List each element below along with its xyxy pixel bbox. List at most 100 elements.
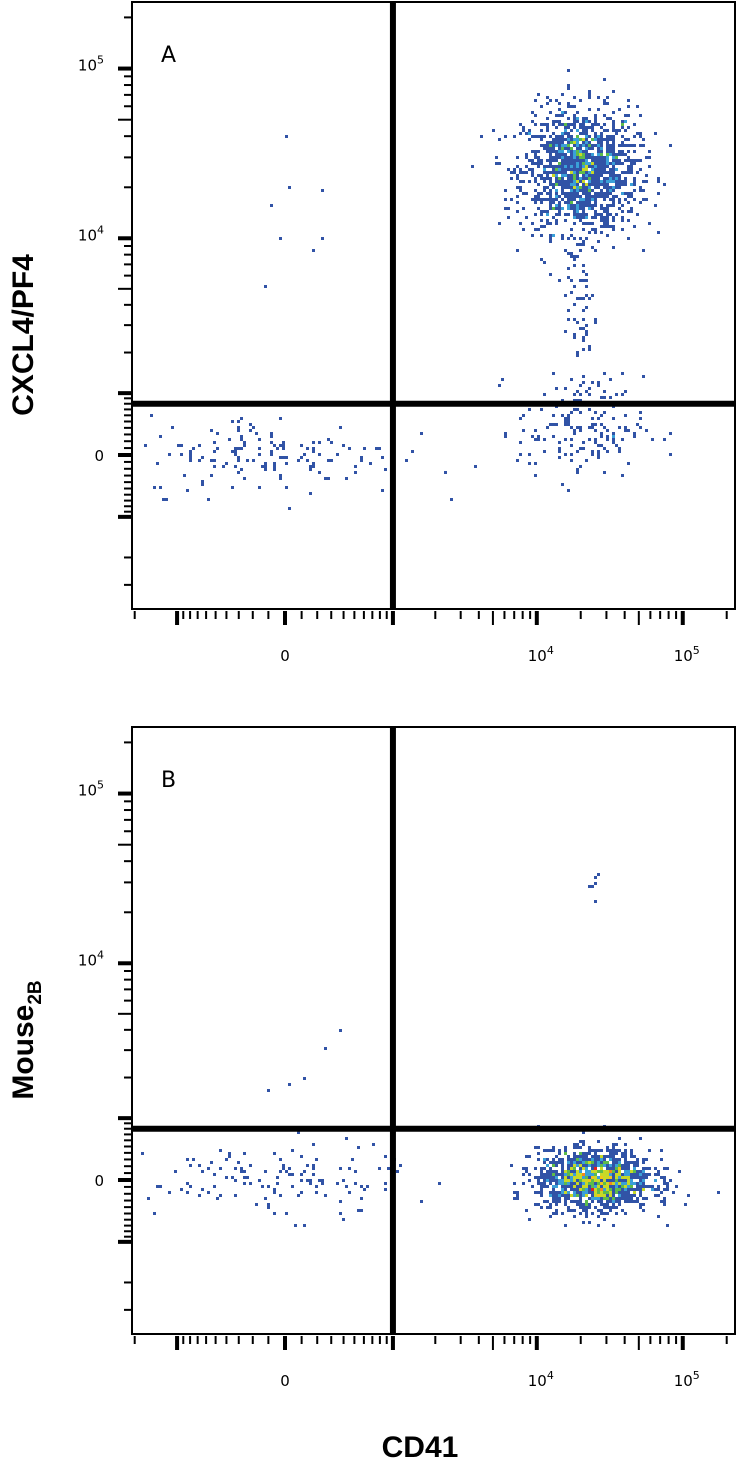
event-bin — [555, 1203, 558, 1206]
event-bin — [360, 1209, 363, 1212]
y-axis-title-a: CXCL4/PF4 — [7, 254, 40, 416]
x-tick-label: 105 — [674, 1369, 700, 1390]
event-bin — [663, 1167, 666, 1170]
event-bin — [561, 111, 564, 114]
event-bin — [555, 1185, 558, 1188]
event-bin — [564, 111, 567, 114]
event-bin — [612, 186, 615, 189]
y-tick-label: 104 — [78, 948, 104, 969]
event-bin — [591, 1179, 594, 1182]
event-bin — [606, 1197, 609, 1200]
event-bin — [561, 1212, 564, 1215]
event-bin — [645, 1167, 648, 1170]
event-bin — [561, 414, 564, 417]
event-bin — [552, 1191, 555, 1194]
event-bin — [591, 198, 594, 201]
event-bin — [558, 138, 561, 141]
event-bin — [660, 1158, 663, 1161]
event-bin — [621, 216, 624, 219]
event-bin — [603, 372, 606, 375]
event-bin — [543, 186, 546, 189]
event-bin — [543, 171, 546, 174]
event-bin — [636, 1161, 639, 1164]
event-bin — [609, 1182, 612, 1185]
event-bin — [621, 1209, 624, 1212]
event-bin — [555, 159, 558, 162]
event-bin — [513, 1191, 516, 1194]
event-bin — [579, 213, 582, 216]
event-bin — [564, 294, 567, 297]
event-bin — [285, 1212, 288, 1215]
event-bin — [597, 1188, 600, 1191]
event-bin — [579, 1158, 582, 1161]
event-bin — [573, 264, 576, 267]
event-bin — [558, 165, 561, 168]
event-bin — [579, 156, 582, 159]
event-bin — [570, 1200, 573, 1203]
event-bin — [603, 165, 606, 168]
event-bin — [300, 1173, 303, 1176]
event-bin — [609, 162, 612, 165]
event-bin — [234, 450, 237, 453]
event-bin — [573, 168, 576, 171]
event-bin — [657, 1194, 660, 1197]
event-bin — [237, 1161, 240, 1164]
event-bin — [639, 1182, 642, 1185]
event-bin — [615, 153, 618, 156]
event-bin — [612, 1167, 615, 1170]
event-bin — [270, 453, 273, 456]
event-bin — [543, 210, 546, 213]
event-bin — [600, 1155, 603, 1158]
event-bin — [612, 1176, 615, 1179]
event-bin — [600, 396, 603, 399]
event-bin — [579, 144, 582, 147]
event-bin — [570, 1158, 573, 1161]
event-bin — [285, 1170, 288, 1173]
event-bin — [267, 1203, 270, 1206]
event-bin — [594, 882, 597, 885]
event-bin — [612, 1191, 615, 1194]
event-bin — [213, 459, 216, 462]
event-bin — [621, 1167, 624, 1170]
event-bin — [555, 144, 558, 147]
event-bin — [594, 1185, 597, 1188]
event-bin — [594, 204, 597, 207]
event-bin — [537, 1176, 540, 1179]
event-bin — [600, 213, 603, 216]
event-bin — [609, 213, 612, 216]
event-bin — [144, 444, 147, 447]
event-bin — [561, 1188, 564, 1191]
event-bin — [546, 102, 549, 105]
event-bin — [633, 162, 636, 165]
event-bin — [579, 1155, 582, 1158]
event-bin — [618, 159, 621, 162]
event-bin — [243, 444, 246, 447]
event-bin — [504, 432, 507, 435]
event-bin — [549, 1167, 552, 1170]
event-bin — [276, 1176, 279, 1179]
event-bin — [624, 1176, 627, 1179]
event-bin — [648, 1185, 651, 1188]
event-bin — [588, 1161, 591, 1164]
event-bin — [282, 1164, 285, 1167]
event-bin — [555, 1176, 558, 1179]
event-bin — [612, 441, 615, 444]
event-bin — [570, 1182, 573, 1185]
event-bin — [561, 234, 564, 237]
event-bin — [615, 1182, 618, 1185]
event-bin — [612, 1146, 615, 1149]
event-bin — [288, 1173, 291, 1176]
event-bin — [270, 450, 273, 453]
event-bin — [627, 168, 630, 171]
event-bin — [570, 165, 573, 168]
event-bin — [189, 456, 192, 459]
event-bin — [549, 153, 552, 156]
event-bin — [591, 1158, 594, 1161]
event-bin — [519, 417, 522, 420]
event-bin — [504, 435, 507, 438]
event-bin — [651, 1188, 654, 1191]
event-bin — [507, 168, 510, 171]
event-bin — [570, 1170, 573, 1173]
event-bin — [549, 273, 552, 276]
event-bin — [612, 162, 615, 165]
